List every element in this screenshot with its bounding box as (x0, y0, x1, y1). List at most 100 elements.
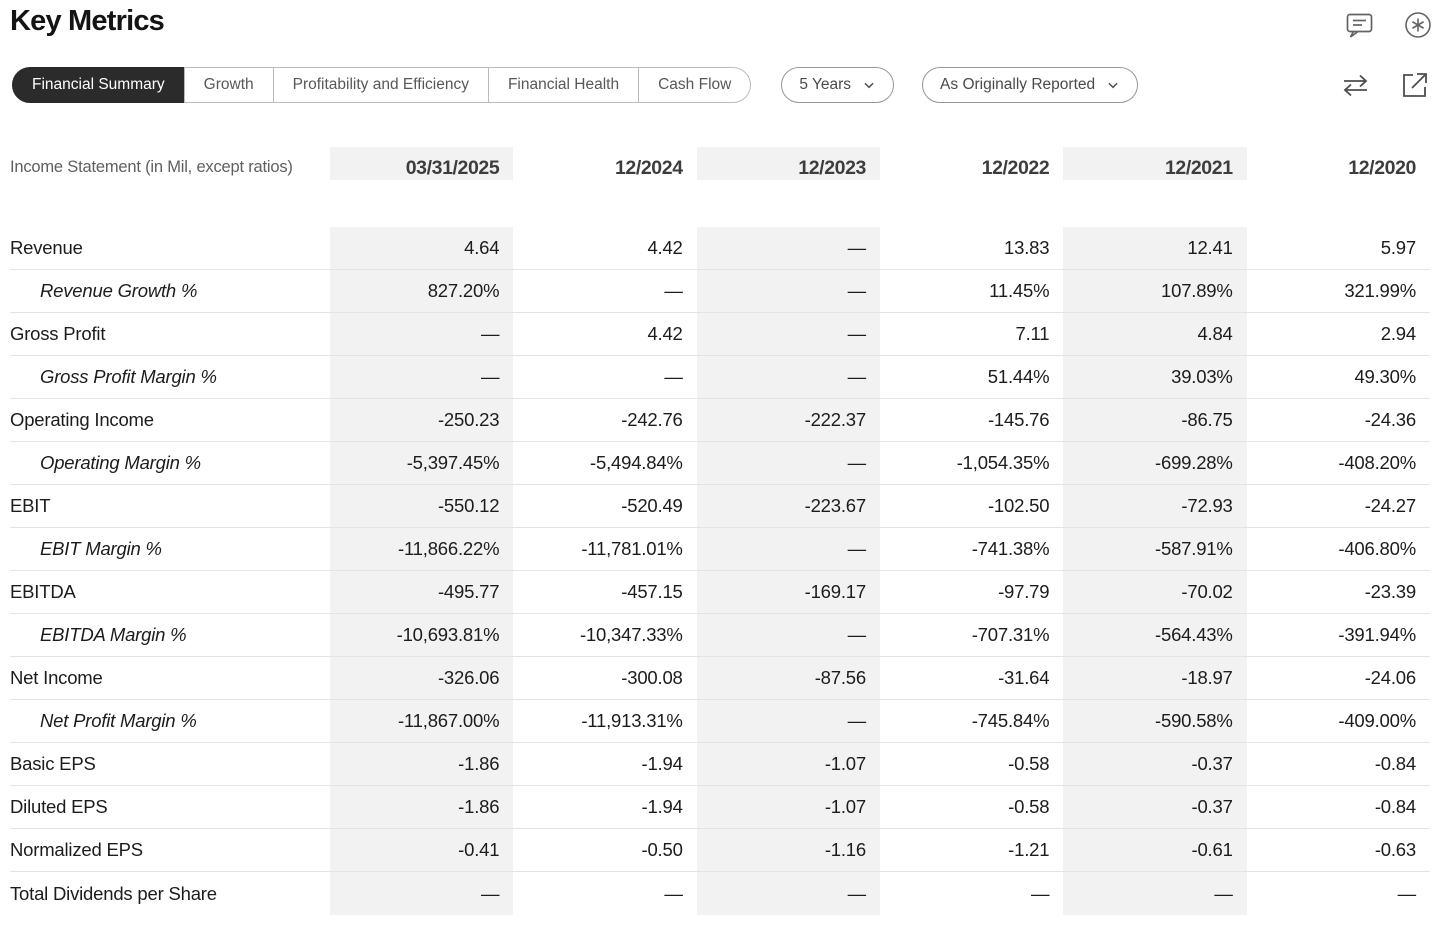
dropdown-5-years[interactable]: 5 Years (781, 67, 895, 103)
table-row-ebit-margin: EBIT Margin % -11,866.22% -11,781.01% — -741… (10, 528, 1430, 571)
cell: -457.15 (621, 581, 683, 602)
row-label: Total Dividends per Share (10, 882, 217, 904)
cell: — (330, 872, 514, 915)
cell: -495.77 (330, 571, 514, 613)
cell: -242.76 (621, 409, 683, 430)
cell: — (330, 313, 514, 355)
cell: -550.12 (330, 485, 514, 527)
cell: -406.80% (1338, 538, 1416, 559)
cell: 39.03% (1063, 356, 1247, 398)
controls-row: Financial Summary Growth Profitability and… (12, 67, 1432, 103)
cell: -87.56 (696, 657, 880, 699)
cell: 13.83 (1004, 237, 1050, 258)
asterisk-circle-icon[interactable] (1404, 11, 1432, 39)
row-label: Revenue (10, 237, 83, 258)
cell: -11,866.22% (330, 528, 514, 570)
tab-growth[interactable]: Growth (183, 67, 274, 103)
row-label: EBIT Margin % (40, 538, 162, 559)
table-row-operating-margin: Operating Margin % -5,397.45% -5,494.84% — -… (10, 442, 1430, 485)
export-icon[interactable] (1400, 70, 1430, 100)
table-row-net-income: Net Income -326.06 -300.08 -87.56 -31.64 -18.… (10, 657, 1430, 700)
cell: -1.07 (696, 743, 880, 785)
cell: -1.86 (330, 786, 514, 828)
cell: -1.21 (1008, 839, 1050, 860)
swap-arrows-icon[interactable] (1340, 70, 1371, 101)
comment-icon[interactable] (1343, 8, 1376, 41)
cell: -300.08 (621, 667, 683, 688)
cell: — (696, 442, 880, 484)
chevron-down-icon (862, 78, 876, 92)
cell: -590.58% (1063, 700, 1247, 742)
cell: -10,693.81% (330, 614, 514, 656)
tab-group: Financial Summary Growth Profitability and… (12, 67, 752, 103)
cell: — (1031, 882, 1050, 904)
cell: -24.06 (1364, 667, 1416, 688)
table-row-total-dividends-per-share: Total Dividends per Share — — — — — — (10, 872, 1430, 915)
cell: 4.42 (647, 237, 683, 258)
cell: -0.84 (1374, 753, 1416, 774)
table-corner-label: Income Statement (in Mil, except ratios) (10, 158, 293, 176)
cell: -326.06 (330, 657, 514, 699)
cell: -0.84 (1374, 796, 1416, 817)
cell: 12.41 (1063, 227, 1247, 269)
cell: 321.99% (1344, 280, 1416, 301)
tab-financial-health[interactable]: Financial Health (487, 67, 640, 103)
row-label: Gross Profit Margin % (40, 366, 217, 387)
row-label: Normalized EPS (10, 839, 143, 860)
cell: -18.97 (1063, 657, 1247, 699)
cell: -1,054.35% (956, 452, 1050, 473)
tab-profitability-and-efficiency[interactable]: Profitability and Efficiency (272, 67, 489, 103)
cell: -0.37 (1063, 743, 1247, 785)
column-header-12-2023: 12/2023 (696, 147, 880, 180)
cell: — (696, 700, 880, 742)
cell: -223.67 (696, 485, 880, 527)
row-label: EBITDA Margin % (40, 624, 187, 645)
dropdown-as-originally-reported[interactable]: As Originally Reported (922, 67, 1139, 103)
table-header-row: Income Statement (in Mil, except ratios)… (10, 147, 1430, 227)
tab-financial-summary[interactable]: Financial Summary (12, 67, 185, 103)
cell: 2.94 (1380, 323, 1416, 344)
chevron-down-icon (1106, 78, 1120, 92)
cell: — (696, 227, 880, 269)
row-label: Basic EPS (10, 753, 96, 774)
cell: -23.39 (1364, 581, 1416, 602)
cell: -31.64 (998, 667, 1050, 688)
cell: -0.41 (330, 829, 514, 871)
row-label: Diluted EPS (10, 796, 108, 817)
row-label: Operating Margin % (40, 452, 201, 473)
tab-cash-flow[interactable]: Cash Flow (638, 67, 752, 103)
cell: -408.20% (1338, 452, 1416, 473)
key-metrics-table: Income Statement (in Mil, except ratios)… (10, 147, 1430, 915)
cell: -745.84% (971, 710, 1050, 731)
cell: -97.79 (998, 581, 1050, 602)
cell: — (664, 366, 683, 387)
cell: 827.20% (330, 270, 514, 312)
cell: -1.94 (641, 796, 683, 817)
dropdown-label: As Originally Reported (940, 76, 1096, 93)
row-label: Net Income (10, 667, 103, 688)
table-row-net-profit-margin: Net Profit Margin % -11,867.00% -11,913.31… (10, 700, 1430, 743)
cell: -10,347.33% (579, 624, 683, 645)
cell: 5.97 (1380, 237, 1416, 258)
row-label: EBIT (10, 495, 51, 516)
cell: -0.58 (1008, 753, 1050, 774)
cell: -409.00% (1338, 710, 1416, 731)
cell: — (330, 356, 514, 398)
cell: -699.28% (1063, 442, 1247, 484)
cell: — (696, 528, 880, 570)
table-row-basic-eps: Basic EPS -1.86 -1.94 -1.07 -0.58 -0.37 -0.84 (10, 743, 1430, 786)
cell: -11,781.01% (581, 538, 683, 559)
table-row-gross-profit: Gross Profit — 4.42 — 7.11 4.84 2.94 (10, 313, 1430, 356)
table-row-ebitda: EBITDA -495.77 -457.15 -169.17 -97.79 -70.02 -… (10, 571, 1430, 614)
column-header-03-31-2025: 03/31/2025 (330, 147, 514, 180)
cell: 51.44% (987, 366, 1050, 387)
cell: — (696, 313, 880, 355)
row-label: EBITDA (10, 581, 76, 602)
table-row-revenue: Revenue 4.64 4.42 — 13.83 12.41 5.97 (10, 227, 1430, 270)
cell: -250.23 (330, 399, 514, 441)
cell: -86.75 (1063, 399, 1247, 441)
cell: — (664, 280, 683, 301)
cell: -1.07 (696, 786, 880, 828)
cell: -0.50 (641, 839, 683, 860)
table-row-diluted-eps: Diluted EPS -1.86 -1.94 -1.07 -0.58 -0.37 -0.8… (10, 786, 1430, 829)
